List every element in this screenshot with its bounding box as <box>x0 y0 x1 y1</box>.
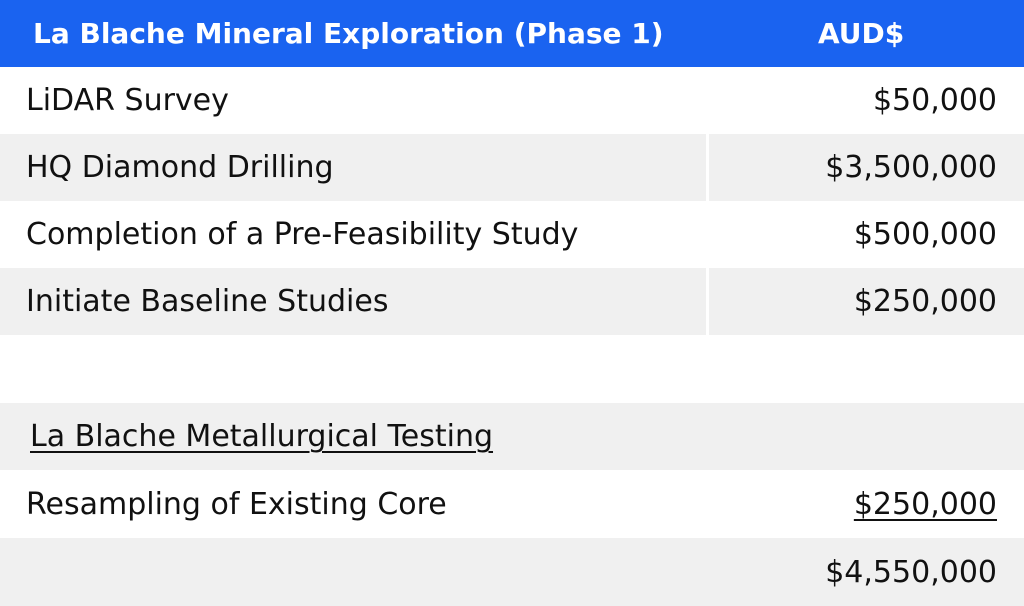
total-row: $4,550,000 <box>0 538 1024 606</box>
row-amount <box>706 335 1024 403</box>
header-currency: AUD$ <box>818 17 905 50</box>
row-label: Initiate Baseline Studies <box>26 284 389 319</box>
table-row: HQ Diamond Drilling $3,500,000 <box>0 134 1024 201</box>
section-title: La Blache Metallurgical Testing <box>30 419 494 454</box>
table-row: Resampling of Existing Core $250,000 <box>0 470 1024 538</box>
row-label: LiDAR Survey <box>26 83 229 118</box>
table-row: Completion of a Pre-Feasibility Study $5… <box>0 201 1024 268</box>
row-amount: $500,000 <box>706 201 1024 268</box>
row-label <box>0 335 706 403</box>
row-amount: $3,500,000 <box>706 134 1024 201</box>
section-header-row: La Blache Metallurgical Testing <box>0 403 1024 470</box>
row-amount: $50,000 <box>706 67 1024 134</box>
table-row: Initiate Baseline Studies $250,000 <box>0 268 1024 335</box>
header-title: La Blache Mineral Exploration (Phase 1) <box>33 17 664 50</box>
table-header-row: La Blache Mineral Exploration (Phase 1) … <box>0 0 1024 67</box>
row-amount: $250,000 <box>853 486 997 522</box>
row-amount: $250,000 <box>706 268 1024 335</box>
table-row-empty <box>0 335 1024 403</box>
total-amount: $4,550,000 <box>825 554 997 590</box>
row-label: Completion of a Pre-Feasibility Study <box>26 217 579 252</box>
row-label: Resampling of Existing Core <box>26 486 447 522</box>
row-label: HQ Diamond Drilling <box>26 150 334 185</box>
table-row: LiDAR Survey $50,000 <box>0 67 1024 134</box>
